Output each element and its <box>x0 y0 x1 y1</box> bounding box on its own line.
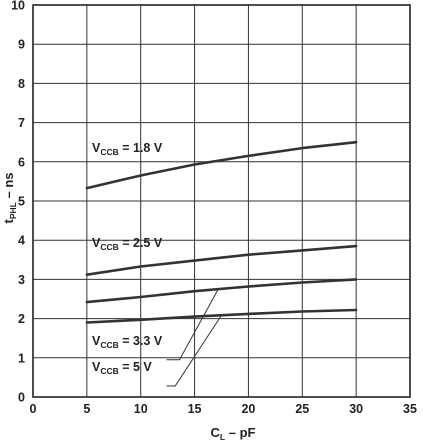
x-tick-labels: 0 5 10 15 20 25 30 35 <box>30 402 417 416</box>
annotation-leader-lines <box>166 288 222 387</box>
y-tick-label: 2 <box>18 312 25 326</box>
series-line-1 <box>85 244 358 276</box>
y-tick-label: 10 <box>11 0 25 13</box>
x-tick-label: 5 <box>83 402 90 416</box>
y-tick-label: 1 <box>18 351 25 365</box>
plot-frame <box>32 4 411 398</box>
y-axis-label: tPHL – ns <box>1 173 18 224</box>
annotation-vccb-1-8: VCCB = 1.8 V <box>92 141 163 157</box>
series-line-0 <box>85 140 358 190</box>
leader-line-5 <box>166 314 222 387</box>
x-tick-label: 20 <box>241 402 255 416</box>
y-tick-label: 9 <box>18 38 25 52</box>
y-tick-label: 5 <box>18 195 25 209</box>
y-tick-label: 4 <box>18 234 25 248</box>
leader-line-3-3 <box>166 288 219 361</box>
x-tick-label: 10 <box>134 402 148 416</box>
y-tick-label: 7 <box>18 116 25 130</box>
series-line-2 <box>85 278 358 304</box>
annotation-vccb-5: VCCB = 5 V <box>92 360 152 376</box>
series-line-3 <box>85 308 358 324</box>
x-tick-label: 25 <box>295 402 309 416</box>
annotation-vccb-2-5: VCCB = 2.5 V <box>92 236 163 252</box>
gridlines <box>33 5 410 397</box>
x-tick-label: 15 <box>188 402 202 416</box>
x-axis-label: CL – pF <box>211 425 256 441</box>
x-tick-label: 0 <box>30 402 37 416</box>
y-tick-label: 0 <box>18 391 25 405</box>
x-tick-label: 35 <box>403 402 417 416</box>
y-tick-label: 6 <box>18 155 25 169</box>
series-lines <box>85 140 358 324</box>
y-tick-labels: 0 1 2 3 4 5 6 7 8 9 10 <box>11 0 25 405</box>
x-tick-label: 30 <box>349 402 363 416</box>
y-tick-label: 3 <box>18 273 25 287</box>
annotation-vccb-3-3: VCCB = 3.3 V <box>92 334 163 350</box>
y-tick-label: 8 <box>18 77 25 91</box>
